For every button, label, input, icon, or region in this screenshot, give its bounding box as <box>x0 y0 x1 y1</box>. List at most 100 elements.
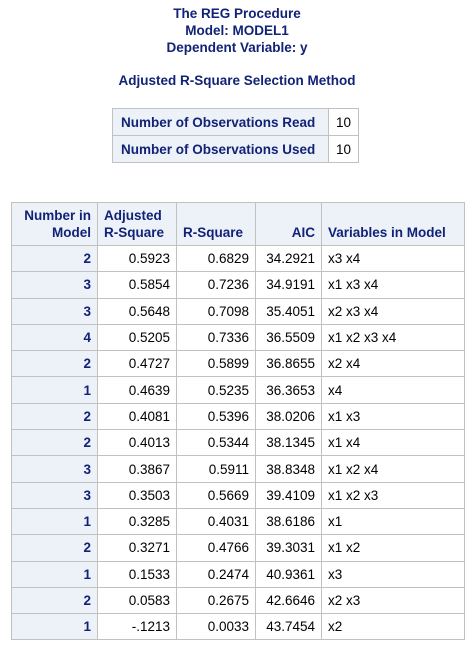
adjusted-r-square-cell: 0.3867 <box>97 455 177 483</box>
r-square-cell: 0.6829 <box>176 244 256 273</box>
aic-cell: 38.6186 <box>255 507 322 536</box>
adjusted-r-square-cell: -.1213 <box>97 613 177 641</box>
adjusted-r-square-cell: 0.1533 <box>97 560 177 588</box>
table-row: 2 0.5923 0.6829 34.2921 x3 x4 <box>11 244 465 273</box>
observations-read-label: Number of Observations Read <box>112 108 329 136</box>
variables-in-model-cell: x1 <box>321 507 465 536</box>
number-in-model-cell: 2 <box>11 402 98 431</box>
header-r-square: R-Square <box>176 202 256 246</box>
r-square-cell: 0.5396 <box>176 402 256 431</box>
header-adjusted-r-square-line2: R-Square <box>104 225 165 240</box>
number-in-model-cell: 1 <box>11 613 98 641</box>
number-in-model-cell: 2 <box>11 534 98 562</box>
number-in-model-cell: 1 <box>11 376 98 404</box>
number-in-model-cell: 2 <box>11 586 98 615</box>
variables-in-model-cell: x1 x2 x3 <box>321 481 465 509</box>
adjusted-r-square-cell: 0.4639 <box>97 376 177 404</box>
dependent-variable-title: Dependent Variable: y <box>166 40 308 55</box>
adjusted-r-square-cell: 0.4081 <box>97 402 177 431</box>
variables-in-model-cell: x1 x2 x3 x4 <box>321 323 465 352</box>
adjusted-r-square-cell: 0.3271 <box>97 534 177 562</box>
r-square-cell: 0.5235 <box>176 376 256 404</box>
table-row: 1 0.3285 0.4031 38.6186 x1 <box>11 507 465 536</box>
header-number-in-model-line1: Number in <box>24 208 91 223</box>
observations-read-row: Number of Observations Read 10 <box>112 108 359 136</box>
observations-used-row: Number of Observations Used 10 <box>112 135 359 163</box>
r-square-cell: 0.4766 <box>176 534 256 562</box>
observations-used-value: 10 <box>328 135 359 163</box>
adjusted-r-square-cell: 0.5648 <box>97 297 177 325</box>
table-row: 1 -.1213 0.0033 43.7454 x2 <box>11 613 465 641</box>
aic-cell: 39.4109 <box>255 481 322 509</box>
model-title: Model: MODEL1 <box>185 23 289 38</box>
aic-cell: 34.9191 <box>255 271 322 299</box>
table-row: 1 0.1533 0.2474 40.9361 x3 <box>11 560 465 588</box>
variables-in-model-cell: x2 x3 x4 <box>321 297 465 325</box>
table-row: 3 0.5854 0.7236 34.9191 x1 x3 x4 <box>11 271 465 299</box>
table-row: 4 0.5205 0.7336 36.5509 x1 x2 x3 x4 <box>11 323 465 352</box>
header-number-in-model-line2: Model <box>52 225 91 240</box>
table-header-row: Number in Model Adjusted R-Square R-Squa… <box>11 202 465 246</box>
header-adjusted-r-square: Adjusted R-Square <box>97 202 177 246</box>
variables-in-model-cell: x1 x3 x4 <box>321 271 465 299</box>
procedure-title: The REG Procedure <box>173 6 301 21</box>
aic-cell: 36.3653 <box>255 376 322 404</box>
variables-in-model-cell: x3 <box>321 560 465 588</box>
number-in-model-cell: 3 <box>11 271 98 299</box>
number-in-model-cell: 2 <box>11 244 98 273</box>
aic-cell: 38.0206 <box>255 402 322 431</box>
header-number-in-model: Number in Model <box>11 202 98 246</box>
adjusted-r-square-cell: 0.5205 <box>97 323 177 352</box>
table-row: 2 0.3271 0.4766 39.3031 x1 x2 <box>11 534 465 562</box>
variables-in-model-cell: x3 x4 <box>321 244 465 273</box>
table-row: 1 0.4639 0.5235 36.3653 x4 <box>11 376 465 404</box>
aic-cell: 36.5509 <box>255 323 322 352</box>
aic-cell: 38.1345 <box>255 429 322 457</box>
r-square-cell: 0.0033 <box>176 613 256 641</box>
number-in-model-cell: 4 <box>11 323 98 352</box>
number-in-model-cell: 1 <box>11 507 98 536</box>
selection-results-table: Number in Model Adjusted R-Square R-Squa… <box>11 202 465 641</box>
number-in-model-cell: 2 <box>11 429 98 457</box>
header-aic: AIC <box>255 202 322 246</box>
number-in-model-cell: 3 <box>11 297 98 325</box>
observations-read-value: 10 <box>328 108 359 136</box>
aic-cell: 36.8655 <box>255 350 322 378</box>
r-square-cell: 0.2474 <box>176 560 256 588</box>
adjusted-r-square-cell: 0.0583 <box>97 586 177 615</box>
r-square-cell: 0.4031 <box>176 507 256 536</box>
variables-in-model-cell: x1 x4 <box>321 429 465 457</box>
adjusted-r-square-cell: 0.3285 <box>97 507 177 536</box>
table-row: 2 0.0583 0.2675 42.6646 x2 x3 <box>11 586 465 615</box>
variables-in-model-cell: x1 x3 <box>321 402 465 431</box>
variables-in-model-cell: x1 x2 x4 <box>321 455 465 483</box>
table-row: 3 0.3867 0.5911 38.8348 x1 x2 x4 <box>11 455 465 483</box>
number-in-model-cell: 2 <box>11 350 98 378</box>
r-square-cell: 0.2675 <box>176 586 256 615</box>
number-in-model-cell: 3 <box>11 481 98 509</box>
number-in-model-cell: 1 <box>11 560 98 588</box>
variables-in-model-cell: x1 x2 <box>321 534 465 562</box>
adjusted-r-square-cell: 0.4013 <box>97 429 177 457</box>
table-row: 2 0.4727 0.5899 36.8655 x2 x4 <box>11 350 465 378</box>
adjusted-r-square-cell: 0.5854 <box>97 271 177 299</box>
aic-cell: 34.2921 <box>255 244 322 273</box>
r-square-cell: 0.7236 <box>176 271 256 299</box>
adjusted-r-square-cell: 0.3503 <box>97 481 177 509</box>
table-row: 2 0.4013 0.5344 38.1345 x1 x4 <box>11 429 465 457</box>
aic-cell: 39.3031 <box>255 534 322 562</box>
r-square-cell: 0.7098 <box>176 297 256 325</box>
selection-method-title: Adjusted R-Square Selection Method <box>118 73 356 88</box>
aic-cell: 43.7454 <box>255 613 322 641</box>
number-in-model-cell: 3 <box>11 455 98 483</box>
variables-in-model-cell: x2 x3 <box>321 586 465 615</box>
aic-cell: 38.8348 <box>255 455 322 483</box>
variables-in-model-cell: x4 <box>321 376 465 404</box>
table-row: 2 0.4081 0.5396 38.0206 x1 x3 <box>11 402 465 431</box>
table-row: 3 0.3503 0.5669 39.4109 x1 x2 x3 <box>11 481 465 509</box>
aic-cell: 40.9361 <box>255 560 322 588</box>
aic-cell: 42.6646 <box>255 586 322 615</box>
adjusted-r-square-cell: 0.5923 <box>97 244 177 273</box>
procedure-titles: The REG Procedure Model: MODEL1 Dependen… <box>0 5 474 56</box>
observations-used-label: Number of Observations Used <box>112 135 329 163</box>
